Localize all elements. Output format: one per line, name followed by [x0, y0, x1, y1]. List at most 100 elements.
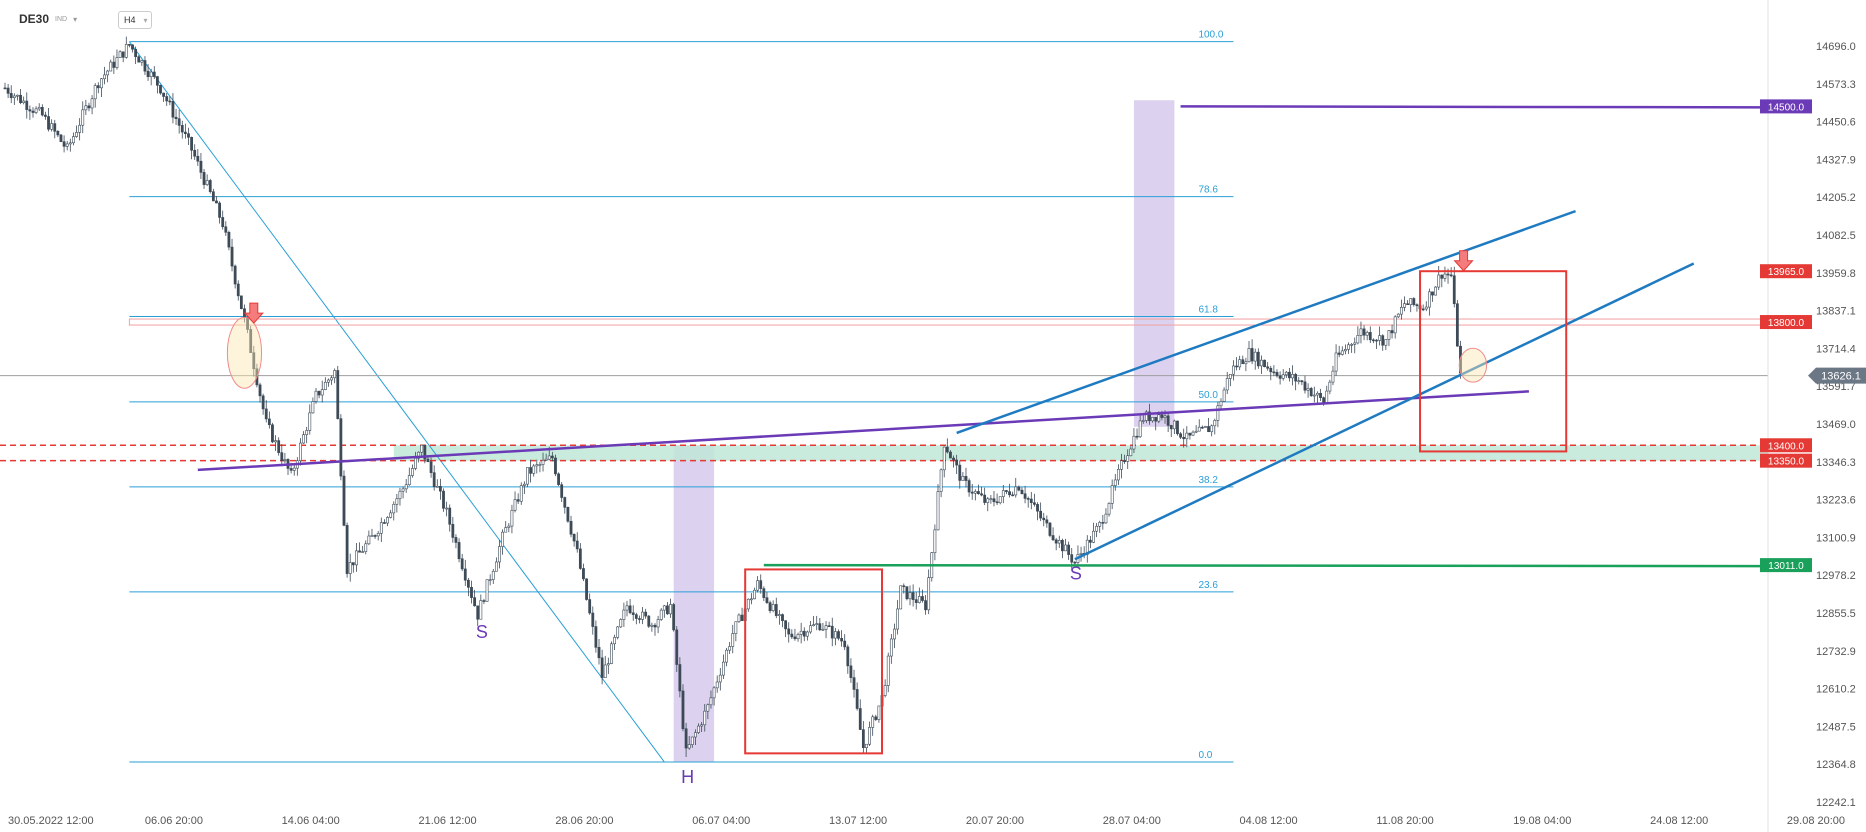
price-tag	[1760, 315, 1812, 330]
candle-body	[1235, 365, 1238, 368]
candle-body	[1008, 491, 1011, 496]
x-tick-label: 06.06 20:00	[145, 815, 203, 827]
candle-body	[855, 689, 859, 709]
candle-body	[958, 464, 962, 481]
candle-body	[731, 633, 735, 647]
candle-body	[908, 592, 912, 600]
candle-body	[90, 98, 94, 109]
candle-body	[488, 579, 492, 581]
candle-body	[1048, 522, 1052, 536]
candle-body	[644, 611, 648, 617]
candle-body	[1297, 380, 1301, 382]
candle-body	[613, 637, 616, 645]
candle-body	[678, 664, 682, 692]
candle-body	[1197, 426, 1201, 432]
candle-body	[65, 143, 69, 147]
candle-body	[781, 614, 784, 621]
candle-body	[1344, 349, 1347, 352]
candle-body	[289, 468, 293, 471]
candle-body	[837, 631, 840, 639]
candle-body	[1275, 372, 1279, 377]
candle-body	[1228, 373, 1232, 379]
pattern-label: S	[476, 622, 488, 642]
candle-body	[103, 74, 106, 80]
candle-body	[725, 649, 728, 663]
candle-body	[921, 596, 924, 601]
y-tick-label: 13100.9	[1816, 532, 1856, 544]
candle-body	[712, 687, 716, 699]
candle-body	[215, 200, 218, 204]
candle-body	[81, 109, 85, 126]
candle-body	[6, 87, 10, 94]
candle-body	[1409, 298, 1413, 305]
candle-body	[442, 490, 445, 509]
candle-body	[25, 100, 29, 110]
candle-body	[1393, 316, 1397, 334]
candle-body	[734, 621, 738, 634]
highlight-box	[744, 568, 884, 755]
y-tick-label: 14205.2	[1816, 192, 1856, 204]
candle-body	[1328, 381, 1332, 392]
candle-body	[544, 458, 548, 461]
candle-body	[351, 562, 355, 566]
candle-body	[16, 94, 19, 97]
candle-body	[162, 92, 166, 97]
candle-body	[989, 498, 993, 501]
candle-body	[924, 600, 927, 611]
candle-body	[871, 716, 875, 728]
candle-body	[616, 626, 620, 638]
candle-body	[1144, 411, 1148, 421]
candle-body	[666, 605, 669, 615]
candle-body	[610, 643, 613, 664]
y-tick-label: 12364.8	[1816, 759, 1856, 771]
candle-body	[230, 246, 234, 267]
candle-body	[812, 624, 816, 627]
y-tick-label: 12610.2	[1816, 684, 1856, 696]
candle-body	[1138, 420, 1142, 438]
candle-body	[728, 646, 732, 651]
candle-body	[171, 101, 175, 118]
candle-body	[1294, 374, 1298, 382]
pattern-label: H	[681, 767, 694, 787]
candle-body	[1437, 274, 1441, 288]
candle-body	[376, 533, 380, 537]
candle-body	[1384, 339, 1388, 346]
candle-body	[1378, 335, 1382, 341]
candle-body	[802, 630, 806, 637]
candle-body	[183, 131, 187, 134]
timeframe-select[interactable]: H4 ▾	[118, 11, 152, 29]
candle-body	[945, 446, 949, 453]
candle-body	[1123, 460, 1127, 463]
down-arrow-icon	[1453, 250, 1474, 272]
candle-body	[1312, 394, 1316, 397]
y-tick-label: 12978.2	[1816, 570, 1856, 582]
price-tag-label: 13800.0	[1768, 318, 1805, 329]
candle-body	[659, 609, 663, 620]
chart-header: DE30 IND ▾	[19, 12, 77, 26]
candle-body	[519, 485, 523, 502]
candle-body	[1406, 303, 1410, 305]
candle-body	[861, 729, 865, 748]
candle-body	[438, 486, 442, 492]
x-tick-label: 28.06 20:00	[555, 815, 613, 827]
candle-body	[1350, 344, 1354, 346]
chevron-down-icon[interactable]: ▾	[73, 14, 78, 24]
candle-body	[557, 473, 560, 485]
candle-body	[529, 467, 532, 474]
x-tick-label: 14.06 04:00	[282, 815, 340, 827]
candle-body	[314, 390, 318, 402]
candle-body	[1449, 274, 1453, 277]
candle-body	[1331, 370, 1335, 383]
candle-body	[535, 464, 539, 467]
candle-body	[367, 535, 371, 545]
price-tag-label: 13400.0	[1768, 441, 1805, 452]
candle-body	[1362, 328, 1366, 336]
candle-body	[1387, 330, 1391, 340]
candle-body	[1269, 367, 1273, 373]
candle-body	[218, 202, 221, 218]
candle-body	[124, 44, 128, 58]
candle-body	[115, 57, 119, 68]
candle-body	[1232, 365, 1235, 375]
candle-body	[650, 624, 654, 627]
